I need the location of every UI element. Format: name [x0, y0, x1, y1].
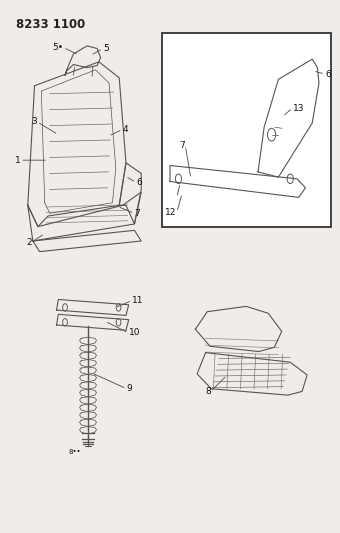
Text: 5•: 5•	[52, 43, 63, 52]
Text: 3: 3	[32, 117, 37, 126]
Text: 6: 6	[325, 70, 331, 78]
Text: 6: 6	[136, 178, 142, 187]
Text: 5: 5	[103, 44, 109, 53]
Text: 9: 9	[127, 384, 132, 393]
Text: 7: 7	[134, 209, 140, 218]
Text: 1: 1	[15, 156, 20, 165]
Text: 8233 1100: 8233 1100	[16, 18, 85, 31]
Text: 12: 12	[165, 208, 177, 217]
Text: 8••: 8••	[68, 448, 81, 455]
Text: 10: 10	[129, 328, 140, 337]
Text: 7: 7	[180, 141, 185, 150]
Text: 2: 2	[26, 238, 32, 247]
Text: 11: 11	[132, 296, 143, 305]
Text: 4: 4	[123, 125, 128, 134]
Bar	[162, 33, 331, 227]
Text: 8: 8	[205, 387, 211, 396]
Text: 13: 13	[293, 103, 304, 112]
